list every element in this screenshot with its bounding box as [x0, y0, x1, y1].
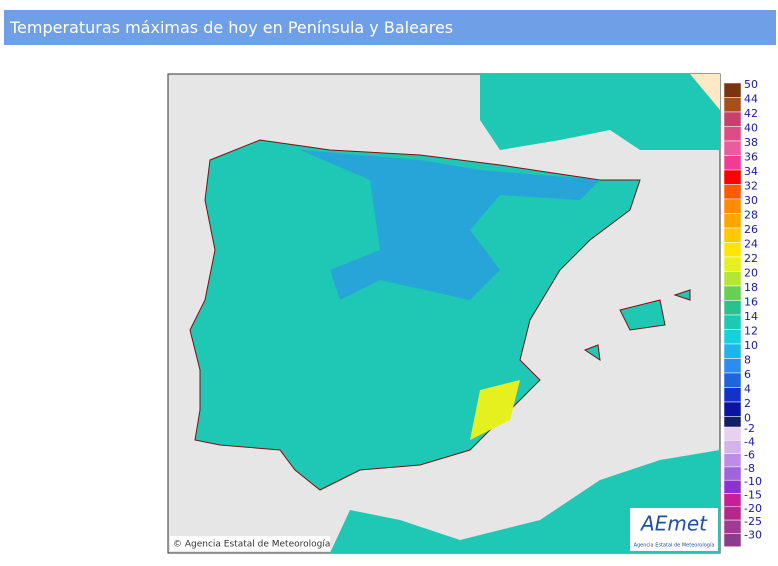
iberia [189, 139, 641, 491]
legend-swatch [723, 466, 742, 481]
legend-label: 2 [744, 397, 751, 410]
legend-label: -8 [744, 462, 755, 475]
legend-label: 22 [744, 252, 758, 265]
credit-box [170, 536, 330, 551]
legend-swatch [723, 372, 742, 388]
legend-label: -25 [744, 515, 762, 528]
legend-swatch [723, 426, 742, 441]
legend-swatch [723, 453, 742, 468]
legend: 5044424038363432302826242220181614121086… [723, 78, 762, 547]
legend-label: -10 [744, 475, 762, 488]
legend-label: 32 [744, 180, 758, 193]
cold-area [300, 150, 600, 300]
logo-subtitle: Agencia Estatal de Meteorología [634, 542, 715, 549]
logo-box [630, 508, 718, 551]
legend-label: 50 [744, 78, 758, 91]
legend-label: 6 [744, 368, 751, 381]
legend-swatch [723, 198, 742, 214]
legend-swatch [723, 271, 742, 287]
legend-swatch [723, 111, 742, 127]
warm-area [470, 380, 520, 440]
legend-label: 28 [744, 209, 758, 222]
legend-label: 4 [744, 383, 751, 396]
legend-label: 34 [744, 165, 758, 178]
legend-swatch [723, 227, 742, 243]
legend-swatch [723, 97, 742, 113]
legend-label: 20 [744, 267, 758, 280]
legend-swatch [723, 213, 742, 229]
legend-label: 38 [744, 136, 758, 149]
legend-label: -2 [744, 422, 755, 435]
legend-label: 40 [744, 122, 758, 135]
legend-swatch [723, 329, 742, 345]
legend-label: -20 [744, 502, 762, 515]
legend-label: 16 [744, 296, 758, 309]
legend-swatch [723, 358, 742, 374]
legend-swatch [723, 440, 742, 454]
legend-swatch [723, 533, 742, 547]
legend-swatch [723, 387, 742, 403]
legend-swatch [723, 300, 742, 316]
logo: AEmet [639, 512, 708, 536]
legend-swatch [723, 506, 742, 521]
page-title: Temperaturas máximas de hoy en Península… [4, 10, 776, 45]
legend-swatch [723, 479, 742, 494]
legend-label: 12 [744, 325, 758, 338]
legend-label: -6 [744, 449, 755, 462]
legend-label: 8 [744, 354, 751, 367]
france [480, 74, 720, 150]
legend-label: 42 [744, 107, 758, 120]
legend-swatch [723, 184, 742, 200]
legend-swatch [723, 285, 742, 301]
north-africa [330, 450, 720, 553]
legend-label: 30 [744, 194, 758, 207]
legend-swatch [723, 82, 742, 98]
legend-swatch [723, 155, 742, 171]
legend-label: 18 [744, 281, 758, 294]
legend-label: 36 [744, 151, 758, 164]
legend-label: 44 [744, 93, 758, 106]
legend-label: -4 [744, 435, 755, 448]
legend-label: 14 [744, 310, 758, 323]
legend-label: 26 [744, 223, 758, 236]
legend-swatch [723, 493, 742, 508]
legend-swatch [723, 140, 742, 156]
legend-label: -30 [744, 528, 762, 541]
legend-swatch [723, 314, 742, 330]
balearic-islands [583, 289, 691, 362]
legend-swatch [723, 242, 742, 258]
legend-swatch [723, 401, 742, 417]
legend-label: -15 [744, 489, 762, 502]
legend-label: 10 [744, 339, 758, 352]
credit: © Agencia Estatal de Meteorología [173, 540, 330, 550]
legend-label: 24 [744, 238, 758, 251]
legend-swatch [723, 256, 742, 272]
legend-swatch [723, 519, 742, 534]
land-edge [690, 74, 720, 110]
legend-label: 0 [744, 412, 751, 425]
legend-swatch [723, 343, 742, 359]
legend-swatch [723, 126, 742, 142]
legend-swatch [723, 169, 742, 185]
